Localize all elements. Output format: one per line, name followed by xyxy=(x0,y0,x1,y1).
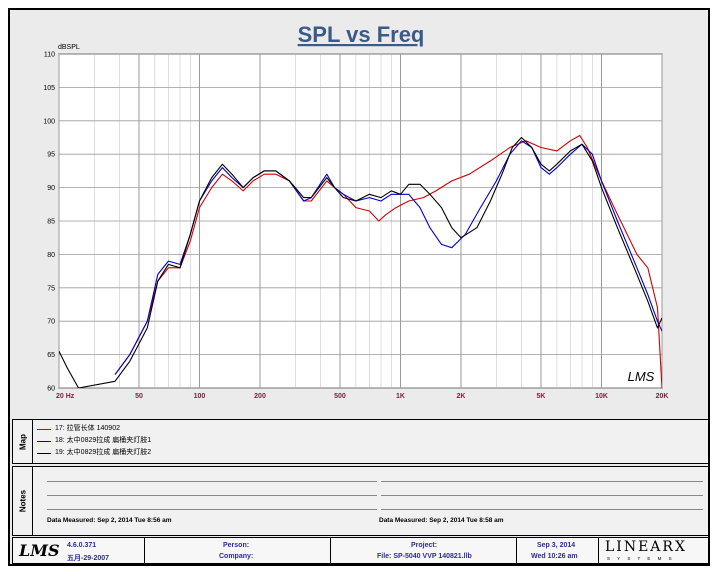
legend-item: 18: 太中0829拉成 扁桶夹灯肢1 xyxy=(37,436,151,446)
notes-panel: Notes Data Measured: Sep 2, 2014 Tue 8:5… xyxy=(12,466,709,536)
version-number: 4.6.0.371 xyxy=(67,542,97,549)
footer-bar: LMS 4.6.0.371 五月-29-2007 Person: Company… xyxy=(12,537,709,564)
footer-date-cell: Sep 3, 2014 Wed 10:26 am xyxy=(517,538,599,563)
y-tick-label: 75 xyxy=(47,285,55,292)
footer-datetime: Wed 10:26 am xyxy=(531,553,578,560)
y-tick-label: 85 xyxy=(47,219,55,226)
x-tick-label: 20 Hz xyxy=(56,393,75,400)
legend-swatch-red xyxy=(37,428,51,430)
footer-date: Sep 3, 2014 xyxy=(537,542,576,549)
x-tick-label: 50 xyxy=(135,393,143,400)
y-tick-label: 100 xyxy=(43,118,55,125)
x-tick-labels: 20 Hz 50 100 200 500 1K 2K 5K 10K 20K xyxy=(56,393,668,400)
y-tick-label: 60 xyxy=(47,386,55,393)
series-line-2 xyxy=(114,140,662,375)
version-date: 五月-29-2007 xyxy=(67,555,110,562)
legend-swatch-black xyxy=(37,452,51,454)
x-tick-label: 500 xyxy=(334,393,346,400)
x-tick-label: 10K xyxy=(595,393,608,400)
x-tick-label: 20K xyxy=(656,393,669,400)
company-label: Company: xyxy=(219,553,254,560)
footer-project-cell: Project: File: SP-5040 VVP 140821.llb xyxy=(331,538,517,563)
footer-version-cell: LMS 4.6.0.371 五月-29-2007 xyxy=(13,538,145,563)
y-tick-label: 105 xyxy=(43,85,55,92)
y-tick-label: 95 xyxy=(47,152,55,159)
legend-swatch-blue xyxy=(37,440,51,442)
lms-watermark: LMS xyxy=(628,369,655,384)
series-line-3 xyxy=(59,136,662,388)
legend-item: 17: 拉管长体 140902 xyxy=(37,424,120,434)
x-tick-label: 100 xyxy=(194,393,206,400)
footer-person-cell: Person: Company: xyxy=(145,538,331,563)
series-line-1 xyxy=(114,134,662,388)
footer-brand-cell: LINEARX S Y S T E M S xyxy=(599,538,708,563)
y-axis-label: dBSPL xyxy=(58,44,80,51)
series-lines xyxy=(59,134,662,388)
legend-label: 18: 太中0829拉成 扁桶夹灯肢1 xyxy=(55,437,152,444)
note-line xyxy=(381,481,703,482)
note-line xyxy=(381,509,703,510)
linearx-subtitle: S Y S T E M S xyxy=(607,556,675,561)
notes-side-label: Notes xyxy=(13,467,33,535)
chart-title: SPL vs Freq xyxy=(298,22,425,47)
x-tick-label: 200 xyxy=(254,393,266,400)
data-measured-left: Data Measured: Sep 2, 2014 Tue 8:56 am xyxy=(47,517,172,524)
legend-panel: Map 17: 拉管长体 140902 18: 太中0829拉成 扁桶夹灯肢1 … xyxy=(12,419,709,464)
y-tick-labels: 60 65 70 75 80 85 90 95 100 105 110 xyxy=(43,52,55,393)
linearx-logo: LINEARX xyxy=(605,539,687,555)
note-line xyxy=(47,481,377,482)
y-tick-label: 65 xyxy=(47,352,55,359)
y-tick-label: 80 xyxy=(47,252,55,259)
data-measured-right: Data Measured: Sep 2, 2014 Tue 8:58 am xyxy=(379,517,504,524)
grid xyxy=(58,53,663,389)
x-tick-label: 2K xyxy=(457,393,466,400)
project-label: Project: xyxy=(411,542,438,549)
x-tick-label: 1K xyxy=(396,393,405,400)
note-line xyxy=(47,495,377,496)
x-tick-label: 5K xyxy=(537,393,546,400)
note-line xyxy=(381,495,703,496)
y-tick-label: 90 xyxy=(47,185,55,192)
y-tick-label: 110 xyxy=(44,52,55,59)
note-line xyxy=(47,509,377,510)
spl-chart: SPL vs Freq dBSPL 60 65 70 75 80 85 90 95 100 105… xyxy=(43,22,668,400)
person-label: Person: xyxy=(223,542,250,549)
file-label: File: SP-5040 VVP 140821.llb xyxy=(377,553,472,560)
y-tick-label: 70 xyxy=(47,319,55,326)
legend-item: 19: 太中0829拉成 扁桶夹灯肢2 xyxy=(37,448,151,458)
lms-logo: LMS xyxy=(19,541,60,560)
legend-side-label: Map xyxy=(13,420,33,463)
legend-label: 19: 太中0829拉成 扁桶夹灯肢2 xyxy=(55,449,152,456)
legend-label: 17: 拉管长体 140902 xyxy=(55,425,120,432)
